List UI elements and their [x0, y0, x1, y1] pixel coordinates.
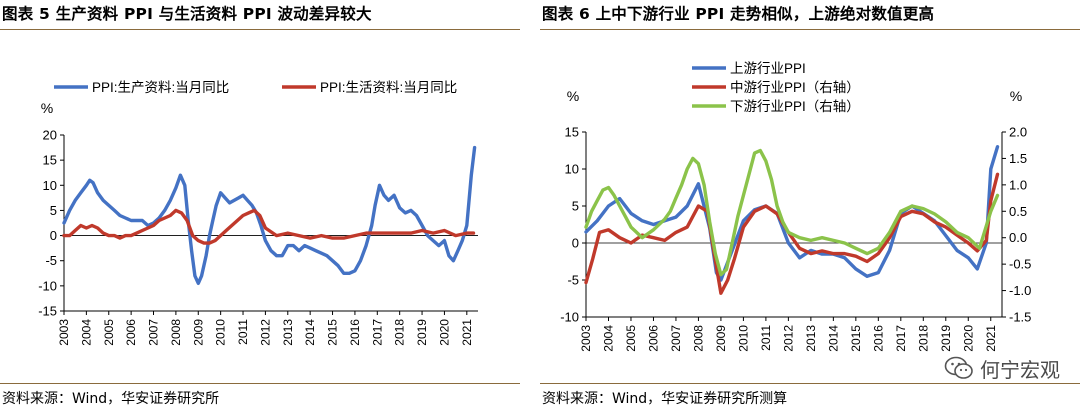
y-tick-label: 5 — [50, 203, 57, 218]
y-tick-label: 10 — [565, 162, 579, 177]
watermark-text: 何宁宏观 — [980, 357, 1060, 382]
y2-tick-label: 1.5 — [1009, 151, 1027, 166]
y-tick-label: -5 — [45, 253, 57, 268]
x-tick-label: 2004 — [79, 319, 93, 346]
x-tick-label: 2015 — [326, 319, 340, 346]
y-tick-label: -15 — [38, 304, 57, 319]
x-tick-label: 2011 — [236, 319, 250, 345]
x-tick-label: 2009 — [714, 325, 728, 352]
y-tick-label: 0 — [572, 236, 579, 251]
y2-tick-label: 0.0 — [1009, 230, 1027, 245]
x-tick-label: 2012 — [258, 319, 272, 346]
x-tick-label: 2006 — [124, 319, 138, 346]
y2-axis-unit: % — [1010, 88, 1022, 104]
x-tick-label: 2005 — [102, 319, 116, 346]
series-line-2 — [62, 208, 476, 245]
x-tick-label: 2019 — [939, 325, 953, 352]
y2-tick-label: -1.0 — [1009, 283, 1031, 298]
x-tick-label: 2013 — [281, 319, 295, 346]
x-tick-label: 2014 — [826, 325, 840, 352]
figure-6-panel: 图表 6 上中下游行业 PPI 走势相似，上游绝对数值更高 -10 -5 0 5 10 1… — [540, 0, 1080, 417]
legend-label-1: PPI:生产资料:当月同比 — [92, 80, 229, 95]
x-tick-label: 2021 — [984, 325, 998, 352]
y-tick-label: -10 — [560, 310, 579, 325]
source-rule — [540, 383, 1080, 384]
x-tick-label: 2018 — [393, 319, 407, 346]
x-tick-label: 2007 — [669, 325, 683, 352]
x-tick-label: 2004 — [601, 325, 615, 352]
x-tick-label: 2008 — [691, 325, 705, 352]
legend-label-2: PPI:生活资料:当月同比 — [320, 80, 457, 95]
x-tick-label: 2019 — [415, 319, 429, 346]
x-tick-label: 2017 — [370, 319, 384, 346]
x-tick-label: 2013 — [804, 325, 818, 352]
figure-5-panel: 图表 5 生产资料 PPI 与生活资料 PPI 波动差异较大 -15 -10 -5 0… — [0, 0, 520, 417]
x-tick-label: 2005 — [624, 325, 638, 352]
title-rule — [0, 29, 520, 30]
y-axis-unit: % — [41, 100, 53, 116]
x-tick-label: 2020 — [961, 325, 975, 352]
watermark: 何宁宏观 — [944, 353, 1060, 383]
y-tick-label: -10 — [38, 278, 57, 293]
x-tick-label: 2016 — [871, 325, 885, 352]
y-tick-label: 10 — [43, 178, 57, 193]
y-tick-label: 0 — [50, 228, 57, 243]
series-line-3 — [584, 148, 1000, 277]
x-tick-label: 2016 — [348, 319, 362, 346]
figure-5-source: 资料来源：Wind，华安证券研究所 — [2, 391, 220, 407]
x-tick-label: 2020 — [437, 319, 451, 346]
wechat-icon — [944, 356, 973, 379]
y-tick-label: -5 — [567, 273, 579, 288]
x-tick-label: 2010 — [736, 325, 750, 352]
legend-label-3: 下游行业PPI（右轴） — [730, 99, 860, 114]
figure-6-source: 资料来源：Wind，华安证券研究所测算 — [542, 391, 788, 407]
x-tick-label: 2008 — [169, 319, 183, 346]
legend-label-2: 中游行业PPI（右轴） — [730, 80, 860, 95]
figure-6-chart: -10 -5 0 5 10 15% -1.5 -1.0 -0.5 0.0 0.5 1.0 1.5 2.0%… — [560, 61, 1031, 352]
figure-5-chart: -15 -10 -5 0 5 10 15 20% 2003 2004 2005 2006 2007 200… — [38, 80, 478, 346]
x-tick-label: 2003 — [57, 319, 71, 346]
y2-tick-label: 1.0 — [1009, 177, 1027, 192]
x-tick-label: 2011 — [759, 325, 773, 351]
legend-label-1: 上游行业PPI — [730, 61, 806, 76]
y2-tick-label: -0.5 — [1009, 257, 1031, 272]
figure-6-title: 图表 6 上中下游行业 PPI 走势相似，上游绝对数值更高 — [542, 5, 935, 23]
x-tick-label: 2003 — [579, 325, 593, 352]
y-tick-label: 5 — [572, 199, 579, 214]
x-tick-label: 2015 — [849, 325, 863, 352]
x-tick-label: 2010 — [214, 319, 228, 346]
x-tick-label: 2006 — [646, 325, 660, 352]
y-tick-label: 15 — [43, 153, 57, 168]
series-line-1 — [62, 145, 477, 286]
x-tick-label: 2007 — [147, 319, 161, 346]
y-tick-label: 20 — [43, 128, 57, 143]
x-tick-label: 2014 — [303, 319, 317, 346]
y2-tick-label: 0.5 — [1009, 204, 1027, 219]
y-axis-unit: % — [567, 88, 579, 104]
title-rule — [540, 29, 1080, 30]
x-tick-label: 2021 — [460, 319, 474, 346]
figure-5-title: 图表 5 生产资料 PPI 与生活资料 PPI 波动差异较大 — [2, 5, 372, 23]
y-tick-label: 15 — [565, 125, 579, 140]
x-tick-label: 2012 — [781, 325, 795, 352]
y2-tick-label: -1.5 — [1009, 310, 1031, 325]
x-tick-label: 2017 — [894, 325, 908, 352]
y2-tick-label: 2.0 — [1009, 125, 1027, 140]
source-rule — [0, 383, 520, 384]
x-tick-label: 2018 — [916, 325, 930, 352]
x-tick-label: 2009 — [191, 319, 205, 346]
